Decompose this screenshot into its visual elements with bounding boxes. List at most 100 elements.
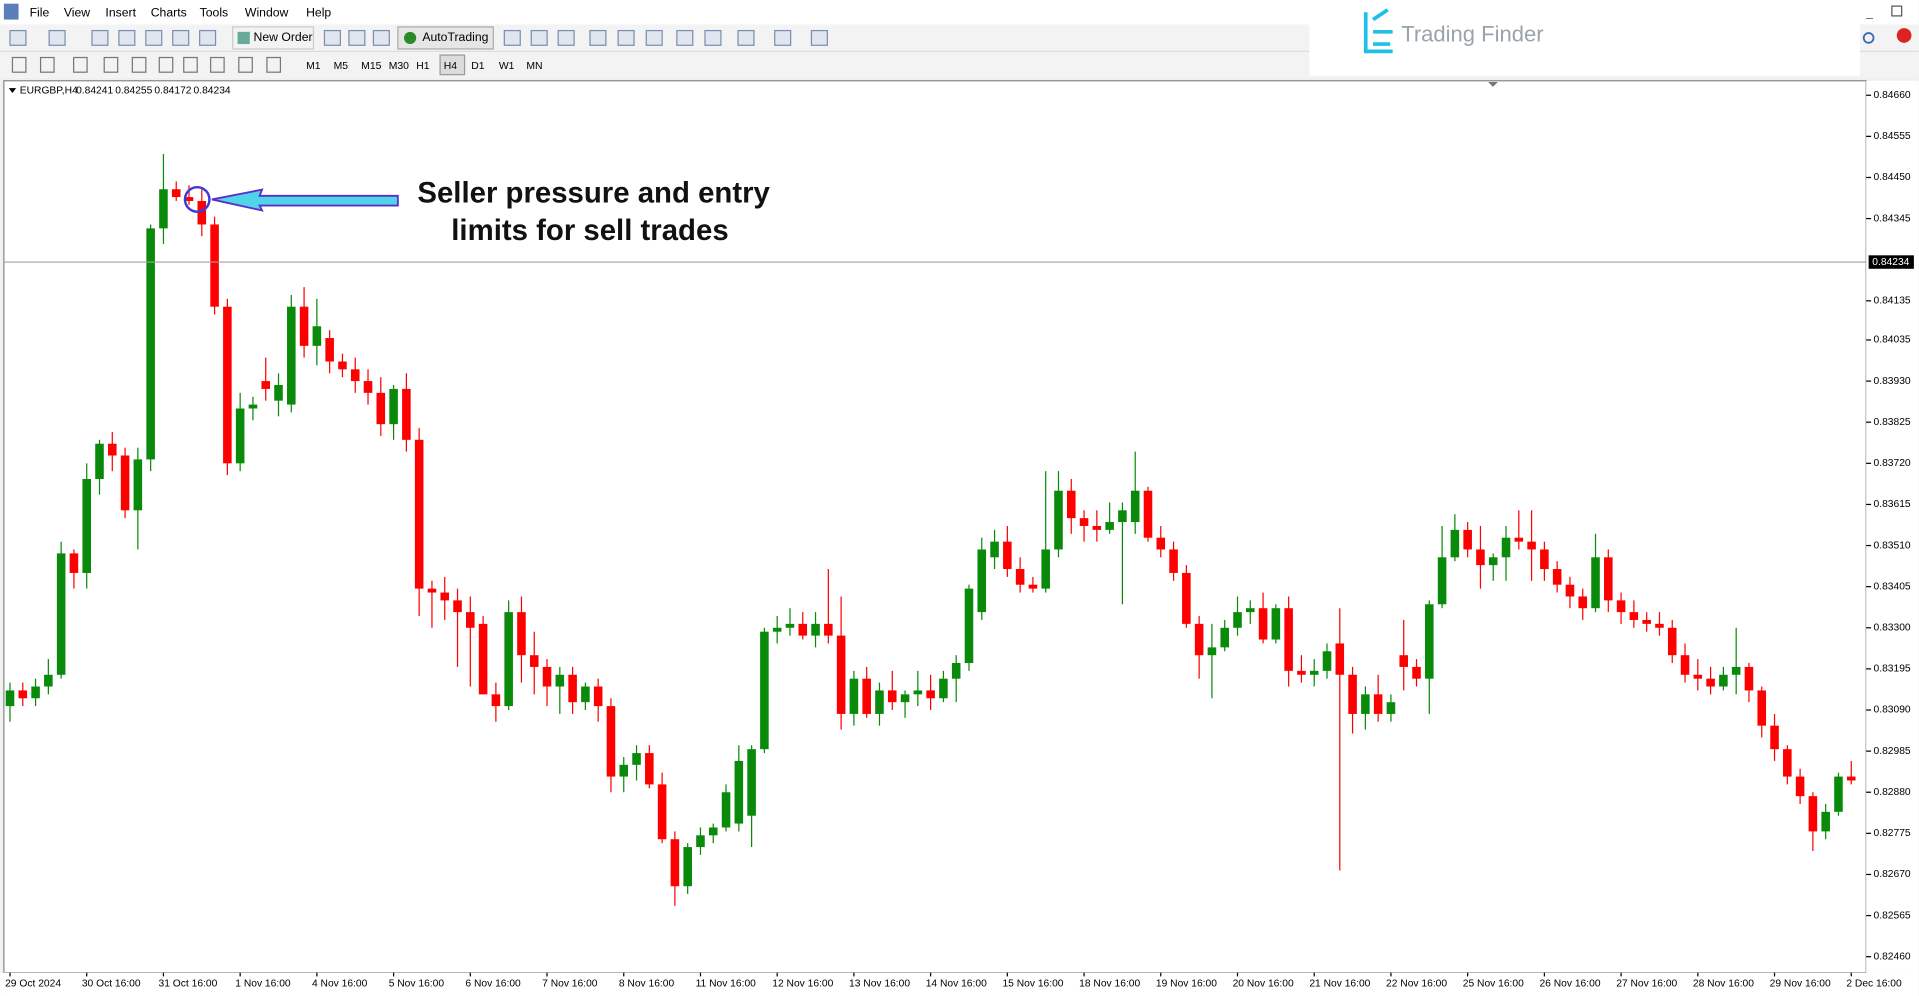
menu: File View Insert Charts Tools Window Help <box>30 6 332 20</box>
candle-body <box>593 686 603 707</box>
candle-body <box>1719 674 1728 687</box>
autotrading-button[interactable] <box>397 26 494 50</box>
candle-body <box>1309 670 1319 675</box>
tool-icon[interactable] <box>210 56 225 73</box>
candle-body <box>1143 490 1153 538</box>
candle-body <box>235 408 245 464</box>
timeframe[interactable]: H1 <box>416 61 430 72</box>
x-tick-label: 29 Oct 2024 <box>5 978 61 989</box>
tool-icon[interactable] <box>103 56 119 73</box>
toolbar-icon[interactable] <box>530 29 548 46</box>
candle-body <box>1220 627 1229 648</box>
new-order-button[interactable] <box>232 26 315 50</box>
chart-area <box>3 80 1867 974</box>
toolbar-icon[interactable] <box>372 29 390 46</box>
candle-body <box>1706 678 1715 687</box>
timeframe[interactable]: M1 <box>306 61 321 72</box>
new-order-label[interactable]: New Order <box>253 30 312 44</box>
candle-body <box>1514 537 1524 542</box>
candle-body <box>95 443 104 479</box>
y-tick-label: 0.82565 <box>1874 910 1911 921</box>
x-tick-label: 15 Nov 16:00 <box>1002 978 1063 989</box>
tool-icon[interactable] <box>131 56 147 73</box>
timeframe[interactable]: W1 <box>499 61 515 72</box>
toolbar-icon[interactable] <box>810 29 828 46</box>
toolbar-icon[interactable] <box>145 29 163 46</box>
toolbar-icon[interactable] <box>774 29 792 46</box>
timeframe[interactable]: M15 <box>361 61 381 72</box>
timeframe[interactable]: D1 <box>471 61 485 72</box>
timeframe[interactable]: M5 <box>334 61 349 72</box>
toolbar-icon[interactable] <box>737 29 755 46</box>
toolbar-icon[interactable] <box>323 29 341 46</box>
candle-body <box>900 694 910 703</box>
tool-icon[interactable] <box>73 56 88 73</box>
toolbar-icon[interactable] <box>503 29 521 46</box>
menu-item[interactable]: Charts <box>151 6 187 20</box>
candle-body <box>453 600 462 613</box>
minimize[interactable]: _ <box>1865 6 1873 20</box>
toolbar-icon[interactable] <box>48 29 66 46</box>
candle-body <box>529 655 539 667</box>
toolbar-icon[interactable] <box>617 29 635 46</box>
notification-badge[interactable] <box>1896 28 1912 43</box>
tool-icon[interactable] <box>238 56 253 73</box>
menu-item[interactable]: Insert <box>105 6 136 20</box>
autotrading-label[interactable]: AutoTrading <box>422 30 488 44</box>
candle-body <box>951 663 961 679</box>
tool-icon[interactable] <box>39 56 55 73</box>
candle-body <box>1744 666 1754 691</box>
candle-body <box>1425 604 1434 679</box>
toolbar-icon[interactable] <box>557 29 575 46</box>
maximize[interactable] <box>1891 5 1903 17</box>
toolbar-icon[interactable] <box>9 29 27 46</box>
candle-body <box>1501 537 1511 558</box>
menu-item[interactable]: File <box>30 6 50 20</box>
tool-icon[interactable] <box>183 56 198 73</box>
toolbar-icon[interactable] <box>172 29 190 46</box>
tool-icon[interactable] <box>158 56 174 73</box>
candle-body <box>1041 549 1050 589</box>
y-tick-label: 0.82775 <box>1874 828 1911 839</box>
menu-item[interactable]: Tools <box>200 6 229 20</box>
toolbar-icon[interactable] <box>645 29 663 46</box>
timeframe[interactable]: MN <box>526 61 542 72</box>
candle-body <box>108 443 117 456</box>
x-tick-label: 27 Nov 16:00 <box>1616 978 1677 989</box>
toolbar-icon[interactable] <box>91 29 109 46</box>
x-tick-label: 31 Oct 16:00 <box>159 978 218 989</box>
menu-item[interactable]: Help <box>306 6 331 20</box>
candle-body <box>1105 522 1114 530</box>
candle-body <box>1450 529 1460 558</box>
candle-body <box>1476 549 1485 566</box>
candle-body <box>1118 510 1127 523</box>
toolbar-icon[interactable] <box>199 29 217 46</box>
timeframe[interactable]: M30 <box>389 61 409 72</box>
bid-label-bg <box>1868 255 1914 269</box>
timeframe[interactable]: H4 <box>444 61 458 72</box>
candle-body <box>1693 674 1703 679</box>
candle-body <box>1604 557 1613 601</box>
candle-body <box>1846 776 1856 781</box>
tool-icon[interactable] <box>11 56 27 73</box>
candle-body <box>849 678 859 714</box>
toolbar-icon[interactable] <box>118 29 136 46</box>
toolbar-icon[interactable] <box>676 29 694 46</box>
toolbar-icon[interactable] <box>704 29 722 46</box>
candle-body <box>82 478 91 573</box>
y-tick-label: 0.82460 <box>1874 951 1911 962</box>
toolbar-icon[interactable] <box>348 29 366 46</box>
candle-body <box>1169 549 1178 573</box>
candle-body <box>171 189 181 198</box>
tool-icon[interactable] <box>266 56 282 73</box>
candle-body <box>1795 776 1805 797</box>
x-tick-label: 26 Nov 16:00 <box>1539 978 1600 989</box>
candle-body <box>824 623 833 636</box>
x-tick-label: 11 Nov 16:00 <box>696 978 757 989</box>
candle-body <box>1258 608 1268 640</box>
toolbar-icon[interactable] <box>589 29 607 46</box>
search-icon[interactable] <box>1862 32 1875 44</box>
menu-item[interactable]: View <box>64 6 90 20</box>
menu-item[interactable]: Window <box>245 6 289 20</box>
